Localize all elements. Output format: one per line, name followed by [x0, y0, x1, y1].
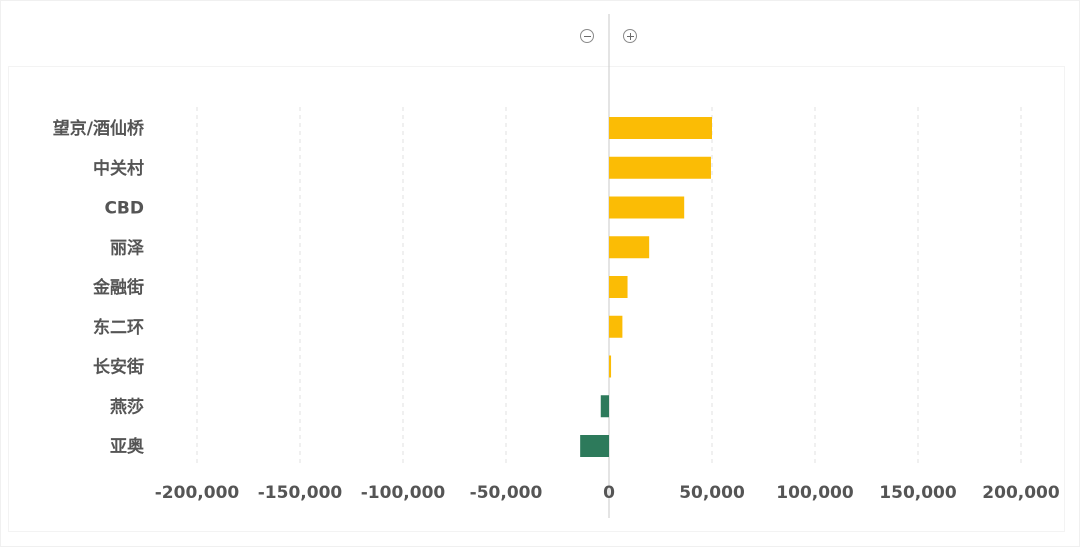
- x-tick-label: -50,000: [470, 483, 543, 503]
- bar[interactable]: [580, 435, 609, 457]
- x-tick-label: -100,000: [361, 483, 446, 503]
- minus-circle-icon[interactable]: [580, 29, 594, 43]
- x-tick-label: -200,000: [155, 483, 240, 503]
- x-tick-label: 150,000: [879, 483, 957, 503]
- bar[interactable]: [609, 276, 628, 298]
- category-label: 中关村: [93, 158, 144, 179]
- bar[interactable]: [609, 117, 712, 139]
- bar[interactable]: [609, 236, 650, 259]
- category-label: 金融街: [92, 277, 144, 298]
- grid-lines: [196, 107, 1022, 465]
- category-label: 燕莎: [110, 396, 144, 417]
- category-label: 丽泽: [110, 238, 144, 258]
- x-tick-label: -150,000: [258, 483, 343, 503]
- bar[interactable]: [609, 196, 685, 219]
- x-tick-label: 200,000: [982, 483, 1060, 503]
- bars: [580, 117, 712, 457]
- category-label: 长安街: [93, 357, 144, 378]
- bar[interactable]: [609, 156, 711, 179]
- x-tick-label: 0: [603, 483, 615, 503]
- bar[interactable]: [600, 395, 609, 418]
- x-tick-labels: -200,000 -150,000 -100,000 -50,000 0 50,000 10…: [155, 483, 1060, 503]
- plot-panel: [8, 66, 1065, 532]
- bar[interactable]: [609, 315, 623, 338]
- category-label: 望京/酒仙桥: [53, 118, 145, 139]
- category-label: 东二环: [93, 317, 144, 338]
- category-label: CBD: [104, 199, 144, 219]
- category-label: 亚奥: [110, 436, 145, 457]
- bar[interactable]: [609, 355, 612, 378]
- x-tick-label: 50,000: [679, 483, 745, 503]
- plus-circle-icon[interactable]: [623, 29, 637, 43]
- x-tick-label: 100,000: [776, 483, 854, 503]
